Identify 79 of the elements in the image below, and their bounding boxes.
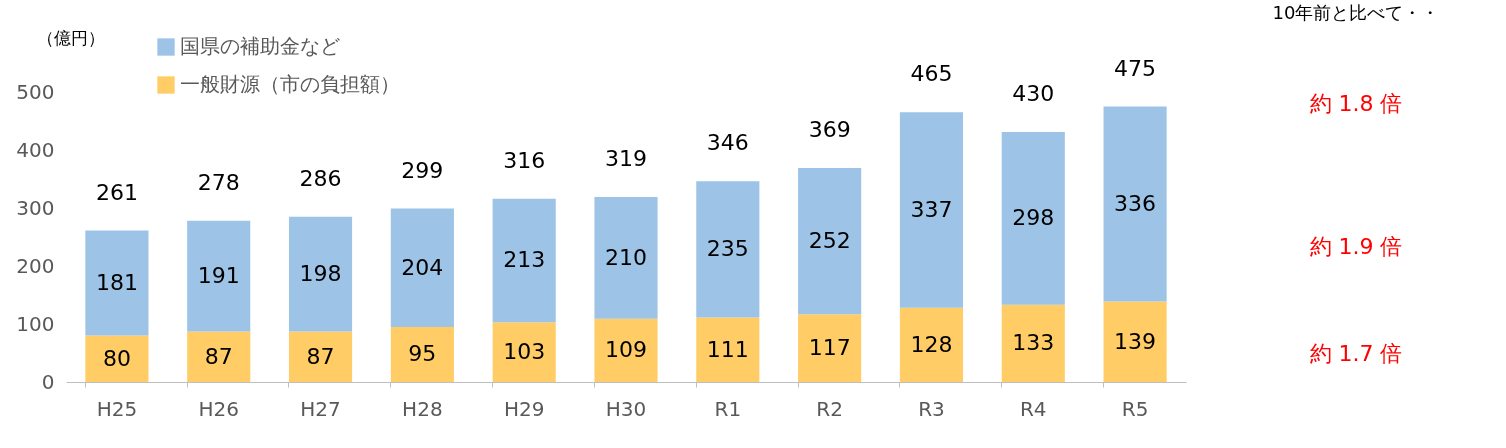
y-axis-title: （億円） — [36, 27, 105, 48]
bar — [187, 220, 251, 332]
bar — [390, 326, 454, 382]
data-label: 181 — [95, 270, 138, 296]
data-label: 198 — [299, 261, 342, 287]
x-tick-label: R2 — [816, 396, 843, 421]
data-label: 111 — [706, 336, 749, 362]
data-label: 298 — [1012, 205, 1055, 231]
x-tick-label: R1 — [714, 396, 742, 421]
legend-label: 一般財源（市の負担額） — [180, 72, 400, 96]
x-tick-label: H26 — [198, 396, 239, 421]
bar — [696, 181, 760, 318]
bar — [696, 317, 760, 382]
total-label: 278 — [197, 169, 240, 195]
total-label: 465 — [910, 61, 953, 87]
y-tick-label: 200 — [16, 253, 55, 278]
bar — [1103, 106, 1167, 302]
data-label: 128 — [910, 331, 953, 357]
total-label: 286 — [299, 165, 342, 191]
x-tick-label: H25 — [96, 396, 138, 421]
bar — [288, 216, 353, 332]
total-label: 346 — [706, 130, 749, 156]
bar — [187, 331, 251, 382]
total-label: 369 — [808, 116, 851, 142]
x-tick-label: R4 — [1019, 396, 1047, 421]
data-label: 95 — [408, 341, 437, 367]
bar — [1001, 132, 1065, 305]
x-tick-label: H28 — [402, 396, 443, 421]
bar — [594, 196, 658, 319]
y-tick-label: 300 — [16, 195, 55, 220]
total-label: 430 — [1012, 81, 1055, 107]
data-label: 87 — [306, 343, 335, 369]
bar — [798, 314, 862, 382]
data-label: 109 — [605, 337, 647, 363]
text: 約 1.9 倍 — [1309, 234, 1403, 259]
x-tick-label: R5 — [1121, 396, 1149, 421]
x-tick-label: R3 — [918, 396, 945, 421]
bar — [899, 307, 964, 382]
bar — [1001, 304, 1065, 382]
bar — [594, 318, 658, 382]
y-tick-label: 400 — [16, 137, 55, 162]
data-label: 337 — [910, 197, 953, 223]
total-label: 475 — [1114, 55, 1157, 81]
bar — [390, 208, 454, 327]
data-label: 139 — [1114, 328, 1157, 354]
total-label: 261 — [95, 179, 138, 205]
bar — [798, 167, 862, 315]
data-label: 191 — [197, 263, 240, 289]
y-tick-label: 100 — [16, 311, 55, 336]
text: 約 1.8 倍 — [1309, 91, 1403, 116]
legend-label: 国県の補助金など — [180, 34, 340, 58]
total-label: 319 — [605, 145, 647, 171]
bar — [85, 230, 149, 336]
y-tick-label: 0 — [41, 369, 55, 394]
x-tick-label: H29 — [503, 396, 545, 421]
data-label: 133 — [1012, 330, 1055, 356]
data-label: 213 — [503, 247, 546, 273]
data-label: 87 — [204, 343, 233, 369]
bar — [492, 322, 556, 382]
x-tick-label: H27 — [300, 396, 341, 421]
data-label: 336 — [1114, 190, 1157, 216]
data-label: 117 — [808, 335, 851, 361]
bar — [899, 112, 964, 308]
data-label: 235 — [706, 236, 749, 262]
total-label: 316 — [503, 147, 546, 173]
bar — [288, 331, 353, 382]
bar — [85, 335, 149, 382]
data-label: 80 — [102, 345, 131, 371]
x-tick-label: H30 — [605, 396, 647, 421]
data-label: 204 — [401, 254, 444, 280]
total-label: 299 — [401, 157, 444, 183]
text: 10年前と比べて・・ — [1272, 2, 1440, 23]
bar — [1103, 301, 1167, 382]
data-label: 252 — [808, 228, 851, 254]
text: 約 1.7 倍 — [1309, 341, 1403, 366]
bar — [492, 198, 556, 323]
y-tick-label: 500 — [16, 79, 55, 104]
data-label: 210 — [605, 244, 647, 270]
data-label: 103 — [503, 339, 546, 365]
